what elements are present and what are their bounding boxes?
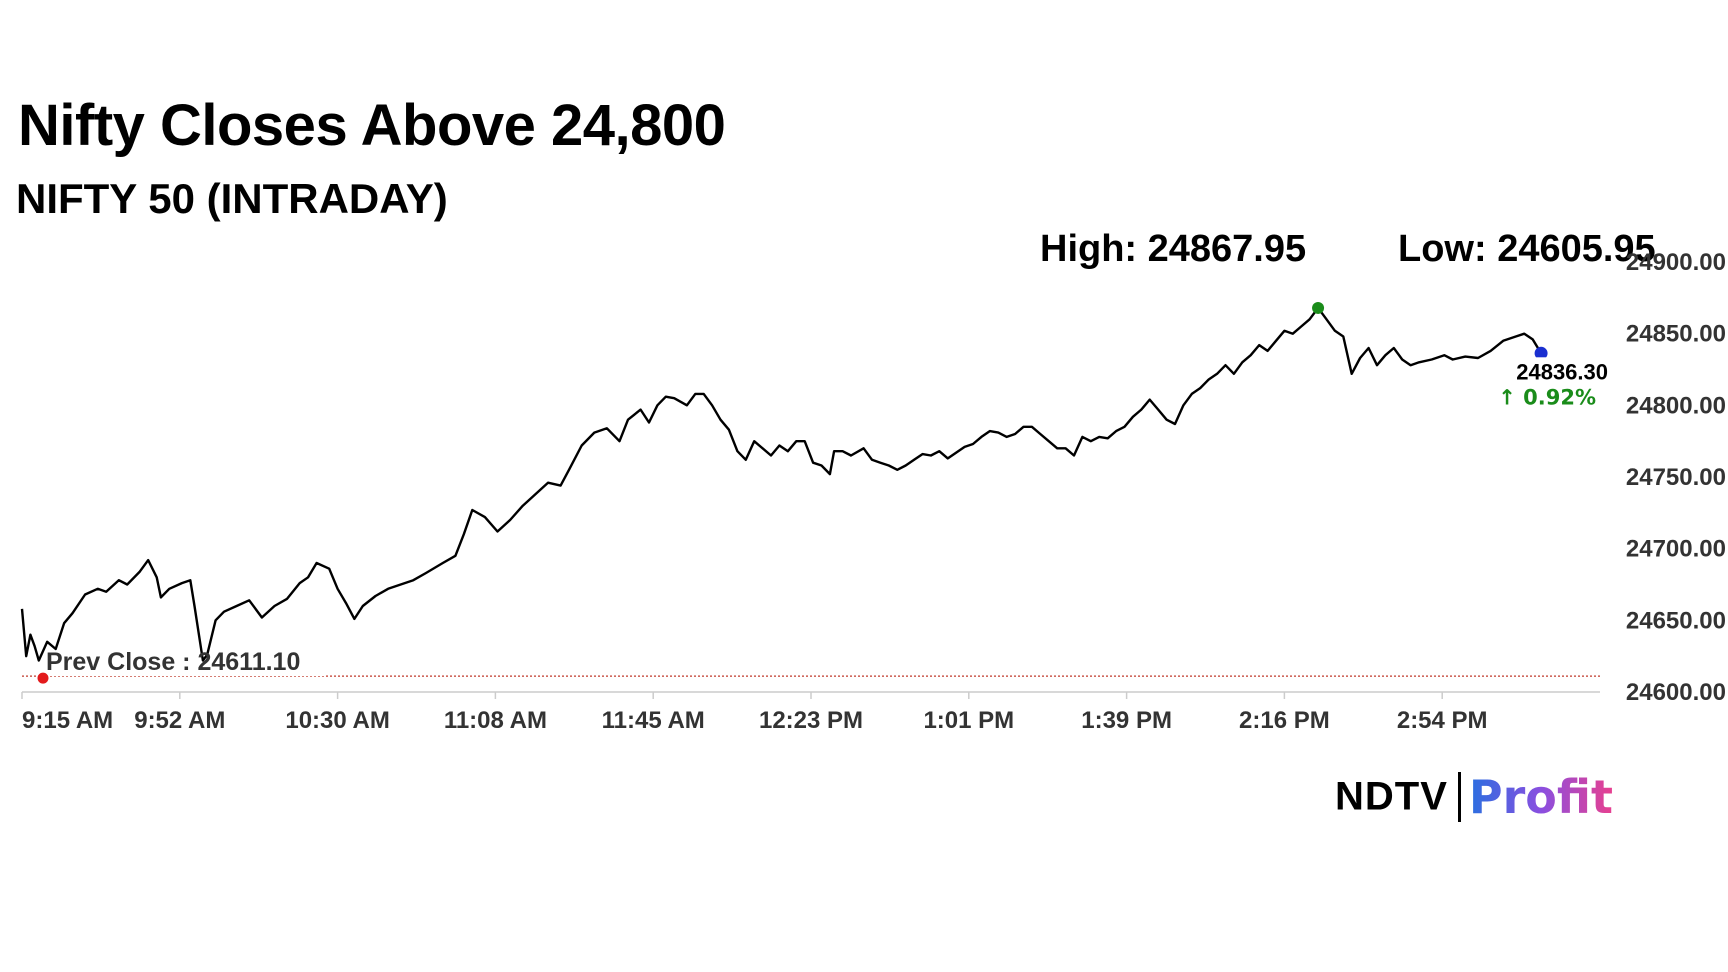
x-tick-label: 11:45 AM [602,707,705,734]
x-tick-label: 1:01 PM [923,707,1014,734]
change-percent-label: ↑ 0.92% [1498,385,1596,409]
logo-ndtv-text: NDTV [1335,774,1448,819]
x-tick-label: 11:08 AM [444,707,547,734]
y-tick-label: 24850.00 [1626,321,1726,348]
y-tick-label: 24600.00 [1626,679,1726,706]
x-tick-label: 10:30 AM [285,707,389,734]
y-tick-label: 24800.00 [1626,392,1726,419]
prev-close-marker [37,672,49,684]
last-value-label: 24836.30 [1516,359,1608,384]
x-tick-label: 1:39 PM [1081,707,1172,734]
prev-close-label: Prev Close : 24611.10 [46,648,300,676]
high-marker [1312,301,1325,314]
last-value-label-bg [1510,357,1615,416]
last-value-marker [1534,346,1548,360]
x-tick-label: 2:54 PM [1397,707,1488,734]
y-tick-label: 24750.00 [1626,464,1726,491]
price-line [20,306,1543,662]
ndtv-profit-logo: NDTV Profit [1335,770,1613,826]
label-layer: Prev Close : 24611.10 24836.30↑ 0.92% [37,301,1615,684]
chart-title: Nifty Closes Above 24,800 [18,93,726,158]
y-tick-label: 24650.00 [1626,607,1726,634]
low-label: Low: 24605.95 [1398,228,1656,270]
high-label: High: 24867.95 [1040,228,1307,270]
x-tick-label: 9:52 AM [134,707,225,734]
chart-subtitle: NIFTY 50 (INTRADAY) [16,175,448,222]
x-tick-label: 12:23 PM [759,707,863,734]
y-tick-label: 24700.00 [1626,536,1726,563]
logo-divider [1457,772,1461,822]
axis-layer: 24600.00 24650.00 24700.00 24750.00 24800.00… [21,249,1726,734]
plot-layer [20,306,1600,677]
y-tick-label: 24900.00 [1626,249,1726,276]
logo-profit-text: Profit [1468,770,1613,824]
x-tick-label: 9:15 AM [22,707,113,734]
prev-close-label-bg [44,646,324,677]
x-tick-label: 2:16 PM [1239,707,1330,734]
